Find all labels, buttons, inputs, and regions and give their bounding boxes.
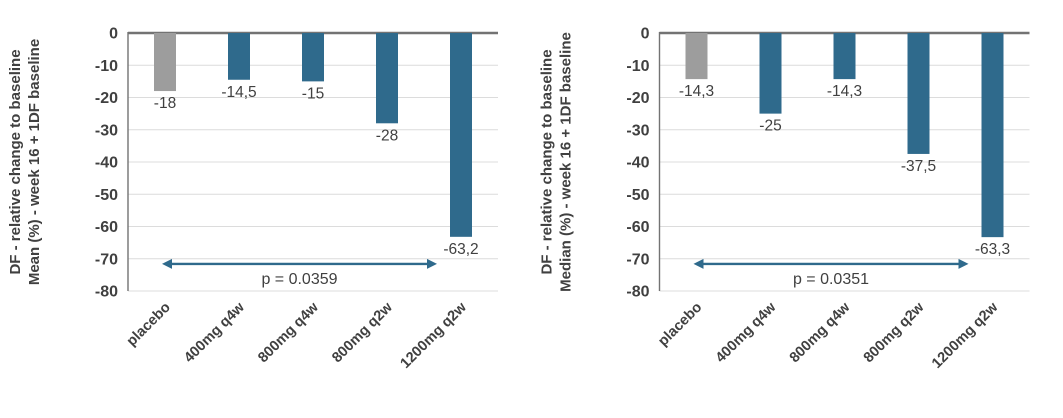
x-category-label: 1200mg q2w xyxy=(398,299,471,372)
x-category-label: placebo xyxy=(655,299,705,349)
value-label: -63,2 xyxy=(443,241,478,258)
y-tick-label: -80 xyxy=(626,284,649,301)
x-category-label: 800mg q2w xyxy=(329,299,396,366)
chart-median-canvas: 0 -10 -20 -30 -40 -50 -60 -70 -80 -14,3 -25 -14,3 -3… xyxy=(539,26,1030,372)
value-label: -14,3 xyxy=(827,83,862,100)
x-category-label: 400mg q4w xyxy=(713,299,780,366)
bar-400mg-q4w xyxy=(759,33,782,114)
value-label: -14,5 xyxy=(221,84,256,101)
y-tick-label: 0 xyxy=(109,26,118,43)
y-tick-label: -50 xyxy=(95,187,118,204)
bar-800mg-q2w xyxy=(376,33,398,124)
x-category-label: 800mg q2w xyxy=(861,299,928,366)
value-label: -25 xyxy=(759,118,781,135)
bar-800mg-q2w xyxy=(907,33,930,154)
arrowhead-left-icon xyxy=(693,258,704,269)
arrowhead-right-icon xyxy=(958,258,969,269)
y-tick-label: -70 xyxy=(626,251,649,268)
value-label: -37,5 xyxy=(901,158,936,175)
y-tick-label: -50 xyxy=(626,187,649,204)
y-tick-label: -10 xyxy=(95,58,118,75)
value-label: -63,3 xyxy=(975,241,1010,258)
bar-1200mg-q2w xyxy=(450,33,472,237)
bar-1200mg-q2w xyxy=(981,33,1004,238)
y-axis-title: DF - relative change to baseline Median (… xyxy=(539,32,575,292)
p-value-label: p = 0.0351 xyxy=(793,271,869,288)
bar-400mg-q4w xyxy=(228,33,250,80)
bar-placebo xyxy=(685,33,708,80)
value-label: -14,3 xyxy=(679,83,714,100)
y-tick-label: -20 xyxy=(95,90,118,107)
value-label: -18 xyxy=(154,95,176,112)
bar-placebo xyxy=(154,33,176,92)
y-axis-title: DF - relative change to baseline Mean (%)… xyxy=(7,39,43,285)
x-category-label: 400mg q4w xyxy=(181,299,248,366)
bar-800mg-q4w xyxy=(833,33,856,80)
value-label: -28 xyxy=(376,127,398,144)
x-category-label: placebo xyxy=(124,299,174,349)
y-tick-label: -70 xyxy=(95,251,118,268)
y-tick-label: -30 xyxy=(626,122,649,139)
y-tick-label: -30 xyxy=(95,122,118,139)
y-tick-label: 0 xyxy=(641,26,650,43)
x-category-label: 800mg q4w xyxy=(255,299,322,366)
value-label: -15 xyxy=(302,85,324,102)
arrowhead-right-icon xyxy=(427,258,437,269)
y-tick-label: -60 xyxy=(626,219,649,236)
chart-mean-canvas: 0 -10 -20 -30 -40 -50 -60 -70 -80 -18 -14,5 -15 -28 -… xyxy=(7,26,498,372)
y-tick-label: -10 xyxy=(626,58,649,75)
bar-800mg-q4w xyxy=(302,33,324,82)
x-category-label: 800mg q4w xyxy=(787,299,854,366)
p-value-label: p = 0.0359 xyxy=(261,271,337,288)
y-tick-label: -40 xyxy=(626,155,649,172)
y-tick-label: -80 xyxy=(95,284,118,301)
y-tick-label: -60 xyxy=(95,219,118,236)
y-tick-label: -20 xyxy=(626,90,649,107)
arrowhead-left-icon xyxy=(162,258,172,269)
y-tick-label: -40 xyxy=(95,155,118,172)
chart-median: 0 -10 -20 -30 -40 -50 -60 -70 -80 -14,3 -25 -14,3 -3… xyxy=(531,0,1063,418)
x-category-label: 1200mg q2w xyxy=(929,299,1002,372)
chart-mean: 0 -10 -20 -30 -40 -50 -60 -70 -80 -18 -14,5 -15 -28 -… xyxy=(0,0,531,418)
